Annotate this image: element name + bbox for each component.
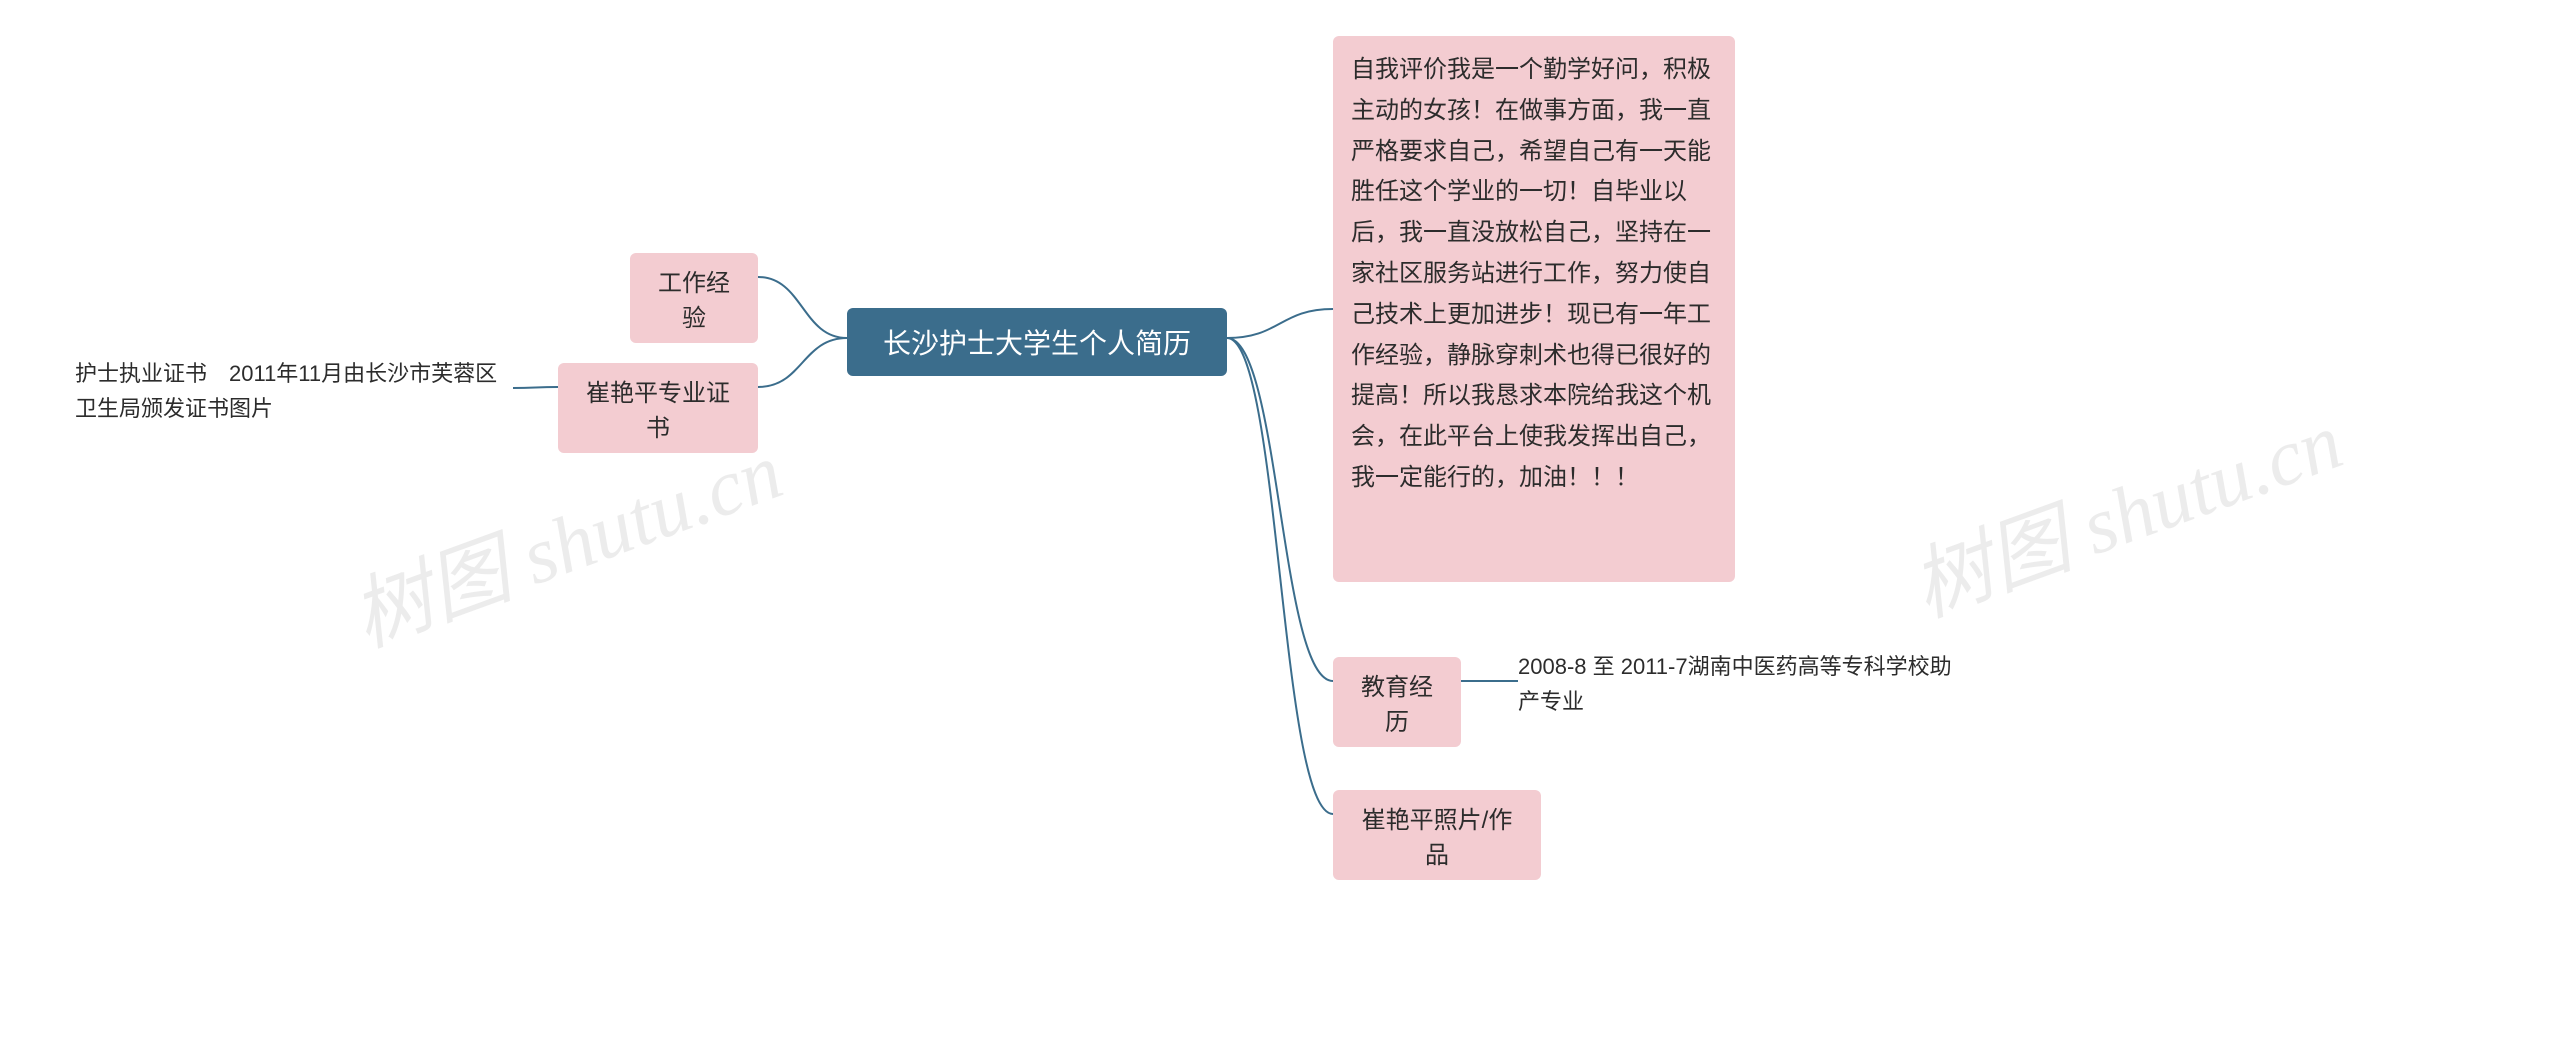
leaf-education-detail: 2008-8 至 2011-7湖南中医药高等专科学校助产专业 [1518, 649, 1968, 719]
node-photo-works: 崔艳平照片/作品 [1333, 790, 1541, 880]
mindmap-connectors [0, 0, 2560, 1063]
node-self-evaluation: 自我评价我是一个勤学好问，积极主动的女孩！在做事方面，我一直严格要求自己，希望自… [1333, 36, 1735, 582]
node-certificate: 崔艳平专业证书 [558, 363, 758, 453]
node-education: 教育经历 [1333, 657, 1461, 747]
watermark-right: 树图 shutu.cn [1894, 377, 2355, 640]
leaf-certificate-detail: 护士执业证书 2011年11月由长沙市芙蓉区卫生局颁发证书图片 [75, 356, 513, 426]
mindmap-root: 长沙护士大学生个人简历 [847, 308, 1227, 376]
node-work-experience: 工作经验 [630, 253, 758, 343]
